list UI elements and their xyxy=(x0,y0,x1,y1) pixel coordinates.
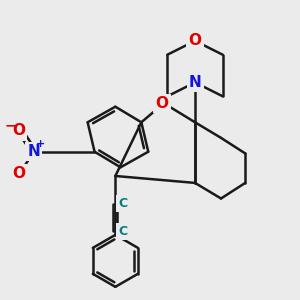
Text: C: C xyxy=(118,197,127,210)
Text: N: N xyxy=(189,75,201,90)
Text: O: O xyxy=(12,166,25,181)
Text: O: O xyxy=(188,33,202,48)
Text: C: C xyxy=(118,225,127,238)
Text: −: − xyxy=(4,119,16,133)
Text: N: N xyxy=(28,144,40,159)
Text: +: + xyxy=(36,139,45,149)
Text: O: O xyxy=(156,96,169,111)
Text: O: O xyxy=(12,123,25,138)
